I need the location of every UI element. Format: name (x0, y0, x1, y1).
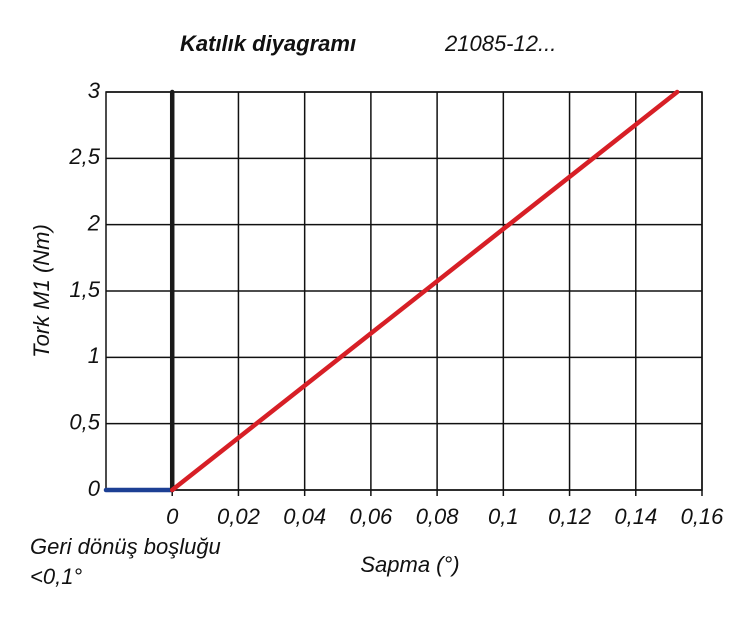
x-axis-label: Sapma (°) (360, 552, 459, 577)
x-tick-label: 0,14 (614, 504, 657, 529)
x-tick-label: 0,1 (488, 504, 519, 529)
annotation: Geri dönüş boşluğu (30, 534, 221, 559)
x-tick-label: 0,06 (349, 504, 393, 529)
x-tick-label: 0,12 (548, 504, 591, 529)
y-tick-label: 1,5 (69, 277, 100, 302)
y-tick-label: 3 (88, 78, 101, 103)
y-tick-label: 1 (88, 343, 100, 368)
y-tick-label: 0 (88, 476, 101, 501)
y-tick-label: 0,5 (69, 409, 100, 434)
y-tick-label: 2,5 (68, 144, 100, 169)
data-line (169, 89, 680, 493)
x-tick-label: 0 (166, 504, 179, 529)
x-tick-label: 0,16 (681, 504, 725, 529)
chart-subtitle: 21085-12... (444, 31, 556, 56)
chart-title: Katılık diyagramı (180, 31, 356, 56)
annotation: <0,1° (30, 564, 82, 589)
x-tick-label: 0,02 (217, 504, 260, 529)
x-tick-label: 0,04 (283, 504, 326, 529)
y-axis-label: Tork M1 (Nm) (29, 224, 54, 358)
x-tick-label: 0,08 (416, 504, 460, 529)
y-tick-label: 2 (87, 210, 100, 235)
